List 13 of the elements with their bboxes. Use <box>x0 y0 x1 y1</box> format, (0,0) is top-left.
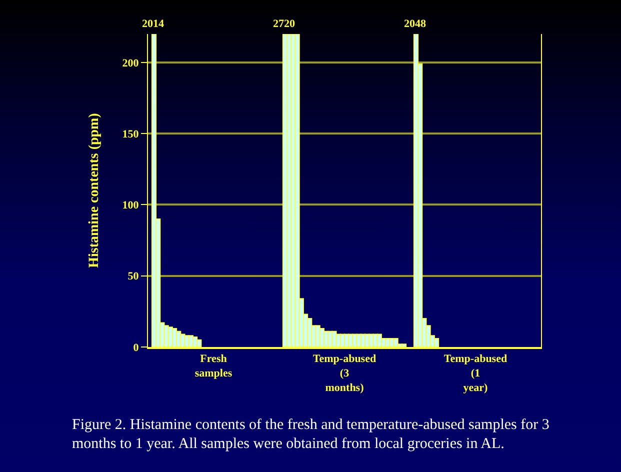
text: 2720 <box>273 18 296 30</box>
text: 2048 <box>404 18 426 30</box>
caption: Figure 2. Histamine contents of the fresh and temperature-abused samples for 3 months to 1 year. All samples were obtained from local groceries in AL. <box>72 416 550 454</box>
x-tick-label: Temp-abused (1 year) <box>444 353 508 394</box>
y-tick-label: 50 <box>128 270 140 283</box>
x-tick-label: Temp-abused (3 months) <box>312 353 376 394</box>
y-tick-label: 150 <box>122 128 140 140</box>
x-tick-label: Fresh samples <box>194 353 233 380</box>
y-axis-title: Histamine contents (ppm) <box>86 112 102 268</box>
y-tick-label: 0 <box>133 342 140 354</box>
y-tick-label: 100 <box>122 200 140 212</box>
text: 2014 <box>142 18 164 30</box>
y-tick-label: 200 <box>122 57 140 70</box>
